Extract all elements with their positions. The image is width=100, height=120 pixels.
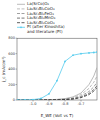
point-marker [64,60,66,62]
point-marker [40,98,42,100]
point-marker [96,51,97,53]
x-tick-label: -1.0 [30,102,37,106]
legend-label-line: and literature (Pt) [27,29,63,34]
y-tick [16,38,18,39]
y-tick [16,53,18,54]
legend-swatch [17,27,25,28]
x-tick-label: -0.7 [78,102,85,106]
plot-frame [17,38,97,100]
point-marker [32,99,34,100]
point-marker [17,99,18,100]
y-tick-label: 800 [8,36,15,40]
point-marker [24,99,26,100]
y-tick-label: 0 [13,98,15,102]
series-line [17,52,97,100]
point-marker [56,80,58,82]
point-marker [93,52,95,54]
point-marker [72,54,74,56]
point-marker [88,52,90,54]
series-line [17,68,97,100]
y-tick-label: 400 [8,67,15,71]
series-line [17,88,97,100]
series-line [17,82,97,100]
legend-swatch [17,18,25,19]
legend: La(SrCo)O₃La₂Sr₂Bi₂CoO₃La₂Sr₂Bi₂FeO₃La₂S… [17,1,65,34]
legend-swatch [17,22,25,23]
legend-swatch [17,13,25,14]
x-tick-label: -0.9 [46,102,53,106]
legend-swatch [17,4,25,5]
series-line [17,86,97,100]
legend-label: Pt (after Kinoshita)and literature (Pt) [27,24,65,34]
legend-swatch [17,8,25,9]
x-axis-label: E_WE (Volt vs T) [41,113,74,118]
point-marker [80,53,82,55]
x-tick-label: -0.8 [62,102,69,106]
legend-marker [20,26,22,28]
point-marker [48,93,50,95]
y-tick [16,100,18,101]
y-tick-label: 600 [8,52,15,56]
y-tick-label: 200 [8,83,15,87]
y-tick [16,69,18,70]
chart: 0 200 400 600 800 -1.0 -0.9 -0.8 -0.7 E_WE (Volt … [0,0,100,120]
y-tick [16,84,18,85]
plot-data [17,51,97,100]
y-axis-label: j_c (mA/cm²) [1,56,6,83]
